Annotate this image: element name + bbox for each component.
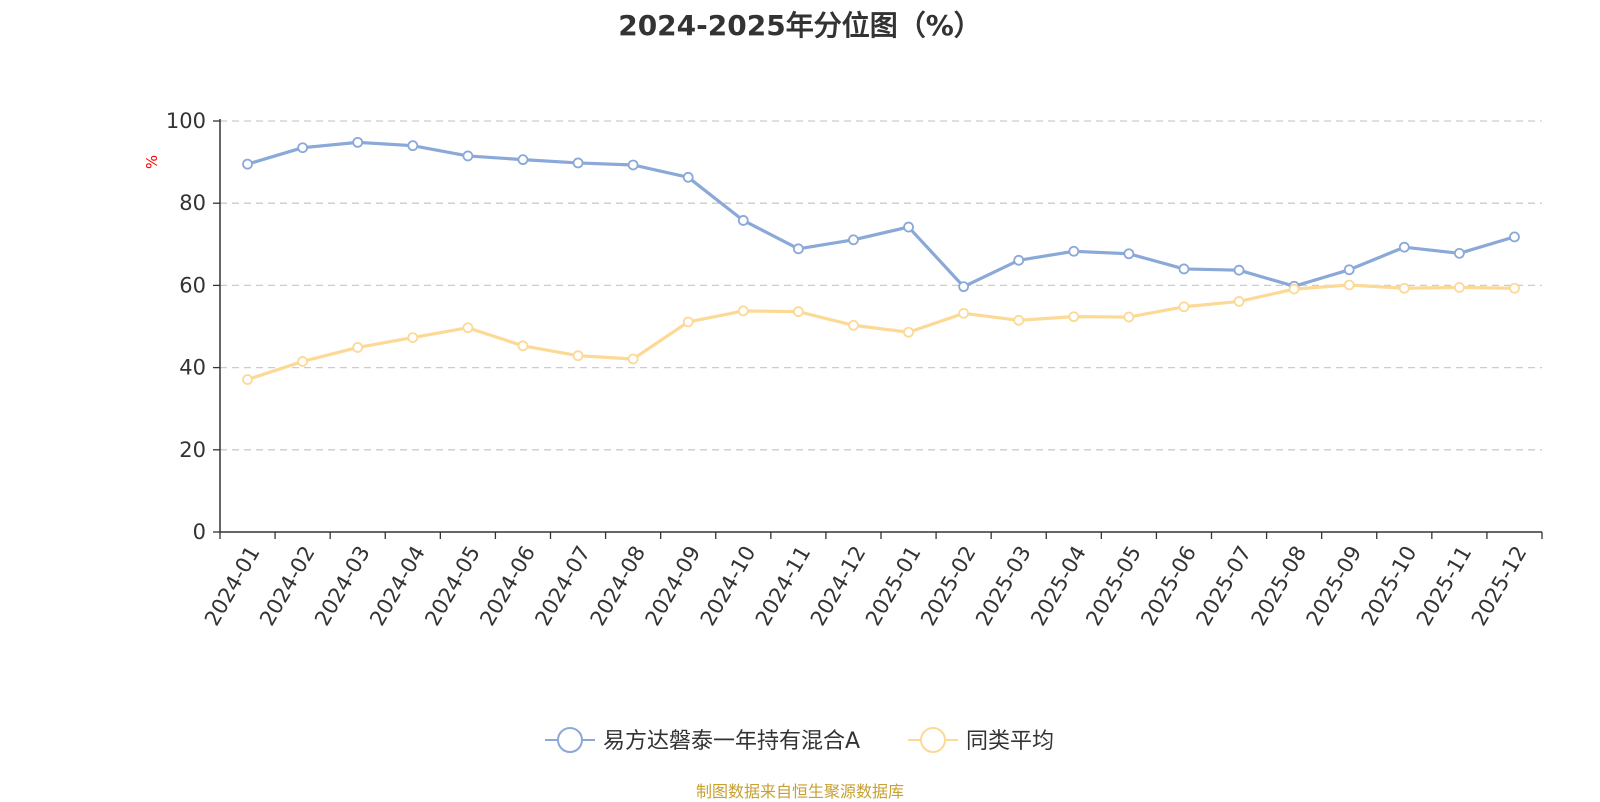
series-line-1 [247,283,1515,382]
data-point[interactable] [407,332,419,343]
data-point[interactable] [737,215,749,226]
data-point[interactable] [848,234,859,246]
data-point[interactable] [958,281,970,293]
legend-marker [557,727,583,753]
data-point[interactable] [682,316,694,328]
data-point[interactable] [792,243,804,255]
data-point[interactable] [1343,264,1355,276]
x-tick-label: 2025-12 [1467,542,1532,630]
data-point[interactable] [958,307,970,319]
data-point[interactable] [242,374,253,385]
data-point[interactable] [1123,311,1135,323]
series-lines [242,136,1520,385]
data-point[interactable] [1178,263,1190,275]
data-point[interactable] [682,171,694,183]
data-point[interactable] [1068,245,1080,257]
series-line-0 [247,140,1515,289]
data-point[interactable] [1233,264,1245,276]
data-point[interactable] [848,319,859,331]
y-tick-label: 60 [179,273,206,297]
data-point[interactable] [462,322,474,334]
data-point[interactable] [242,158,253,170]
data-point[interactable] [627,353,639,365]
data-point[interactable] [1068,311,1080,323]
data-point[interactable] [1288,283,1300,295]
data-point[interactable] [297,356,309,367]
data-point[interactable] [737,305,749,317]
data-point[interactable] [1013,254,1025,266]
y-tick-label: 0 [193,520,206,544]
data-point[interactable] [517,154,529,166]
data-point[interactable] [572,350,584,362]
data-point[interactable] [517,340,529,352]
data-point[interactable] [462,150,474,162]
data-point[interactable] [627,159,639,171]
data-point[interactable] [572,157,584,169]
legend-item-0[interactable]: 易方达磐泰一年持有混合A [545,727,860,754]
x-axis-tick-labels: 2024-012024-022024-032024-042024-052024-… [200,542,1532,630]
data-point[interactable] [1453,282,1465,293]
legend-label: 易方达磐泰一年持有混合A [603,729,860,754]
data-point[interactable] [1453,247,1465,259]
data-point[interactable] [1013,314,1025,326]
legend-item-1[interactable]: 同类平均 [908,727,1054,754]
y-tick-label: 80 [179,191,206,215]
data-point[interactable] [792,306,804,318]
legend-label: 同类平均 [966,729,1054,754]
y-axis-label: % [143,155,161,169]
data-point[interactable] [1343,279,1355,291]
y-axis-tick-labels: 0 20 40 60 80 100 [166,109,206,544]
data-point[interactable] [1178,301,1190,313]
y-tick-label: 40 [179,356,206,380]
data-point[interactable] [1233,296,1245,307]
data-point[interactable] [352,136,364,148]
data-point[interactable] [352,342,364,353]
y-tick-label: 100 [166,109,206,133]
chart-title: 2024-2025年分位图（%） [618,9,982,42]
data-point[interactable] [1398,282,1410,294]
axes [213,119,1543,539]
data-point[interactable] [1398,241,1410,253]
source-note: 制图数据来自恒生聚源数据库 [695,782,904,801]
y-tick-label: 20 [179,438,206,462]
data-point[interactable] [1509,282,1520,294]
data-point[interactable] [1509,231,1520,243]
grid-lines [220,120,1542,451]
legend[interactable]: 易方达磐泰一年持有混合A 同类平均 [545,727,1054,754]
legend-marker [920,727,946,753]
data-point[interactable] [903,221,914,233]
data-point[interactable] [407,140,419,152]
data-point[interactable] [903,326,914,338]
data-point[interactable] [1123,248,1135,260]
data-point[interactable] [297,142,309,154]
